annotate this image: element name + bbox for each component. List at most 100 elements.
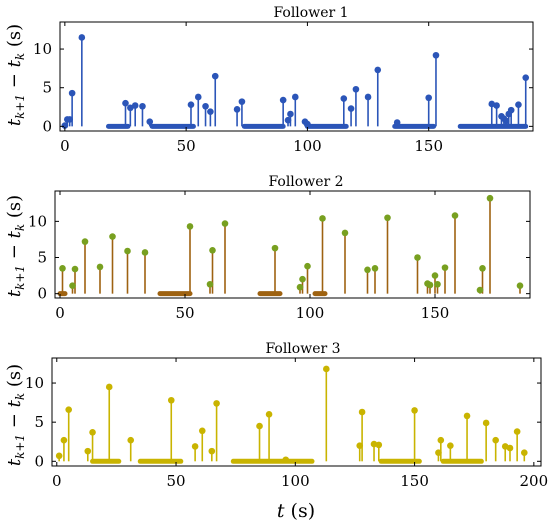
y-axis-label: tk+1 − tk (s) [4,364,27,466]
stem-marker [279,96,287,104]
stem-marker [374,66,382,74]
plot-frame [54,190,531,299]
stem-marker [109,233,116,240]
y-tick-label: 0 [42,117,52,135]
stem-marker [69,282,76,290]
chart-follower-2: Follower 2 0 50 100 150 0 5 10 tk+1 − tk (s) [4,174,531,322]
stem-marker [435,449,442,456]
stem-marker [186,223,194,230]
stem-marker [84,447,92,455]
stem-marker [482,419,490,427]
stem-marker [131,102,139,109]
y-tick-label: 10 [28,212,47,230]
stem-marker [209,246,216,254]
stem-marker [503,117,510,125]
stem-marker [516,282,524,290]
stem-marker [59,265,66,272]
stem-marker [341,229,349,237]
stem-marker [271,244,279,252]
stem-marker [78,34,86,41]
stem-marker [515,101,522,109]
stem-marker [431,272,439,279]
stem-marker [358,408,366,416]
stem-marker [122,99,129,107]
stem-marker [426,281,434,289]
y-tick-label: 0 [37,285,47,303]
stem-marker [124,247,131,255]
stem-marker [198,427,206,435]
stem-marker [493,102,500,109]
stem-marker [265,411,273,418]
stem-marker [447,442,454,449]
stem-marker [340,95,348,102]
stem-marker [304,262,311,270]
x-tick-label: 50 [175,304,194,322]
stem-marker [492,436,499,444]
stem-marker [139,102,146,110]
chart-follower-1: Follower 1 0 50 100 150 0 5 10 tk+1 − tk (s) [4,5,534,155]
x-tick-label: 0 [52,472,62,490]
y-axis-label: tk+1 − tk (s) [4,195,27,297]
stem-marker [364,266,371,274]
x-axis-label: t (s) [277,500,315,522]
stem-marker [81,238,89,245]
stem-marker [371,265,379,272]
stem-marker [66,116,74,123]
y-tick-label: 5 [37,249,47,267]
stem-marker [167,396,175,404]
stem-marker [105,383,113,391]
stem-marker [451,212,459,219]
x-tick-label: 150 [421,304,450,322]
stem-marker [352,85,360,93]
stem-marker [437,436,445,444]
stem-marker [194,93,202,101]
stem-marker [61,122,69,129]
stem-marker [127,436,135,444]
y-tick-label: 10 [33,40,52,58]
chart-title: Follower 1 [273,5,348,21]
stem-marker [202,102,209,110]
stem-marker [425,94,432,102]
chart-follower-3: Follower 3 0 50 100 150 200 0 5 10 tk+1 − tk (s… [4,341,548,522]
x-tick-label: 50 [177,137,196,155]
stem-marker [206,280,214,288]
y-tick-label: 5 [42,79,52,97]
stem-marker [441,264,449,271]
stem-marker [71,265,79,273]
stem-marker [291,93,299,101]
stem-marker [141,249,149,256]
stem-marker [233,106,241,113]
stem-marker [486,194,494,202]
stem-series [55,365,528,464]
stem-marker [208,447,216,455]
axes: 0 50 100 150 0 5 10 [28,190,531,322]
chart-title: Follower 3 [265,341,340,357]
x-tick-label: 100 [296,304,325,322]
x-tick-label: 100 [281,472,310,490]
stem-marker [522,74,530,81]
stem-marker [211,72,219,80]
stem-marker [282,456,290,464]
x-tick-label: 50 [166,472,185,490]
stem-marker [414,254,421,261]
stem-marker [256,422,263,430]
x-tick-label: 0 [55,304,65,322]
stem-marker [384,214,391,222]
stem-marker [213,400,220,407]
stem-marker [146,118,154,126]
stem-marker [506,444,514,452]
stem-marker [60,436,68,444]
stem-marker [238,98,246,105]
stem-marker [191,443,199,450]
stem-marker [364,93,372,101]
plot-frame [51,357,542,467]
stem-marker [375,441,383,449]
stem-marker [221,220,229,227]
stem-marker [284,116,292,124]
stem-series [57,194,524,297]
stem-marker [55,452,63,460]
axes: 0 50 100 150 200 0 5 10 [25,357,548,490]
x-tick-label: 100 [293,137,322,155]
axes: 0 50 100 150 0 5 10 [33,21,534,155]
